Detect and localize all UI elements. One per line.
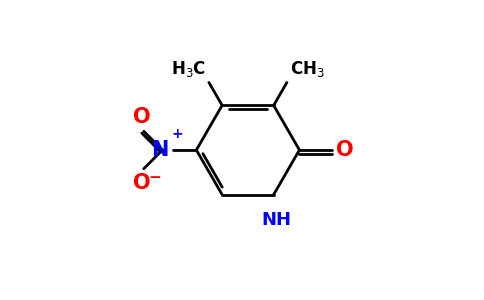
Text: NH: NH <box>261 211 291 229</box>
Text: H$_3$C: H$_3$C <box>171 59 206 80</box>
Text: O: O <box>134 173 151 193</box>
Text: +: + <box>171 127 183 141</box>
Text: O: O <box>335 140 353 160</box>
Text: CH$_3$: CH$_3$ <box>290 59 325 80</box>
Text: N: N <box>151 140 168 160</box>
Text: −: − <box>148 170 161 185</box>
Text: O: O <box>134 107 151 127</box>
